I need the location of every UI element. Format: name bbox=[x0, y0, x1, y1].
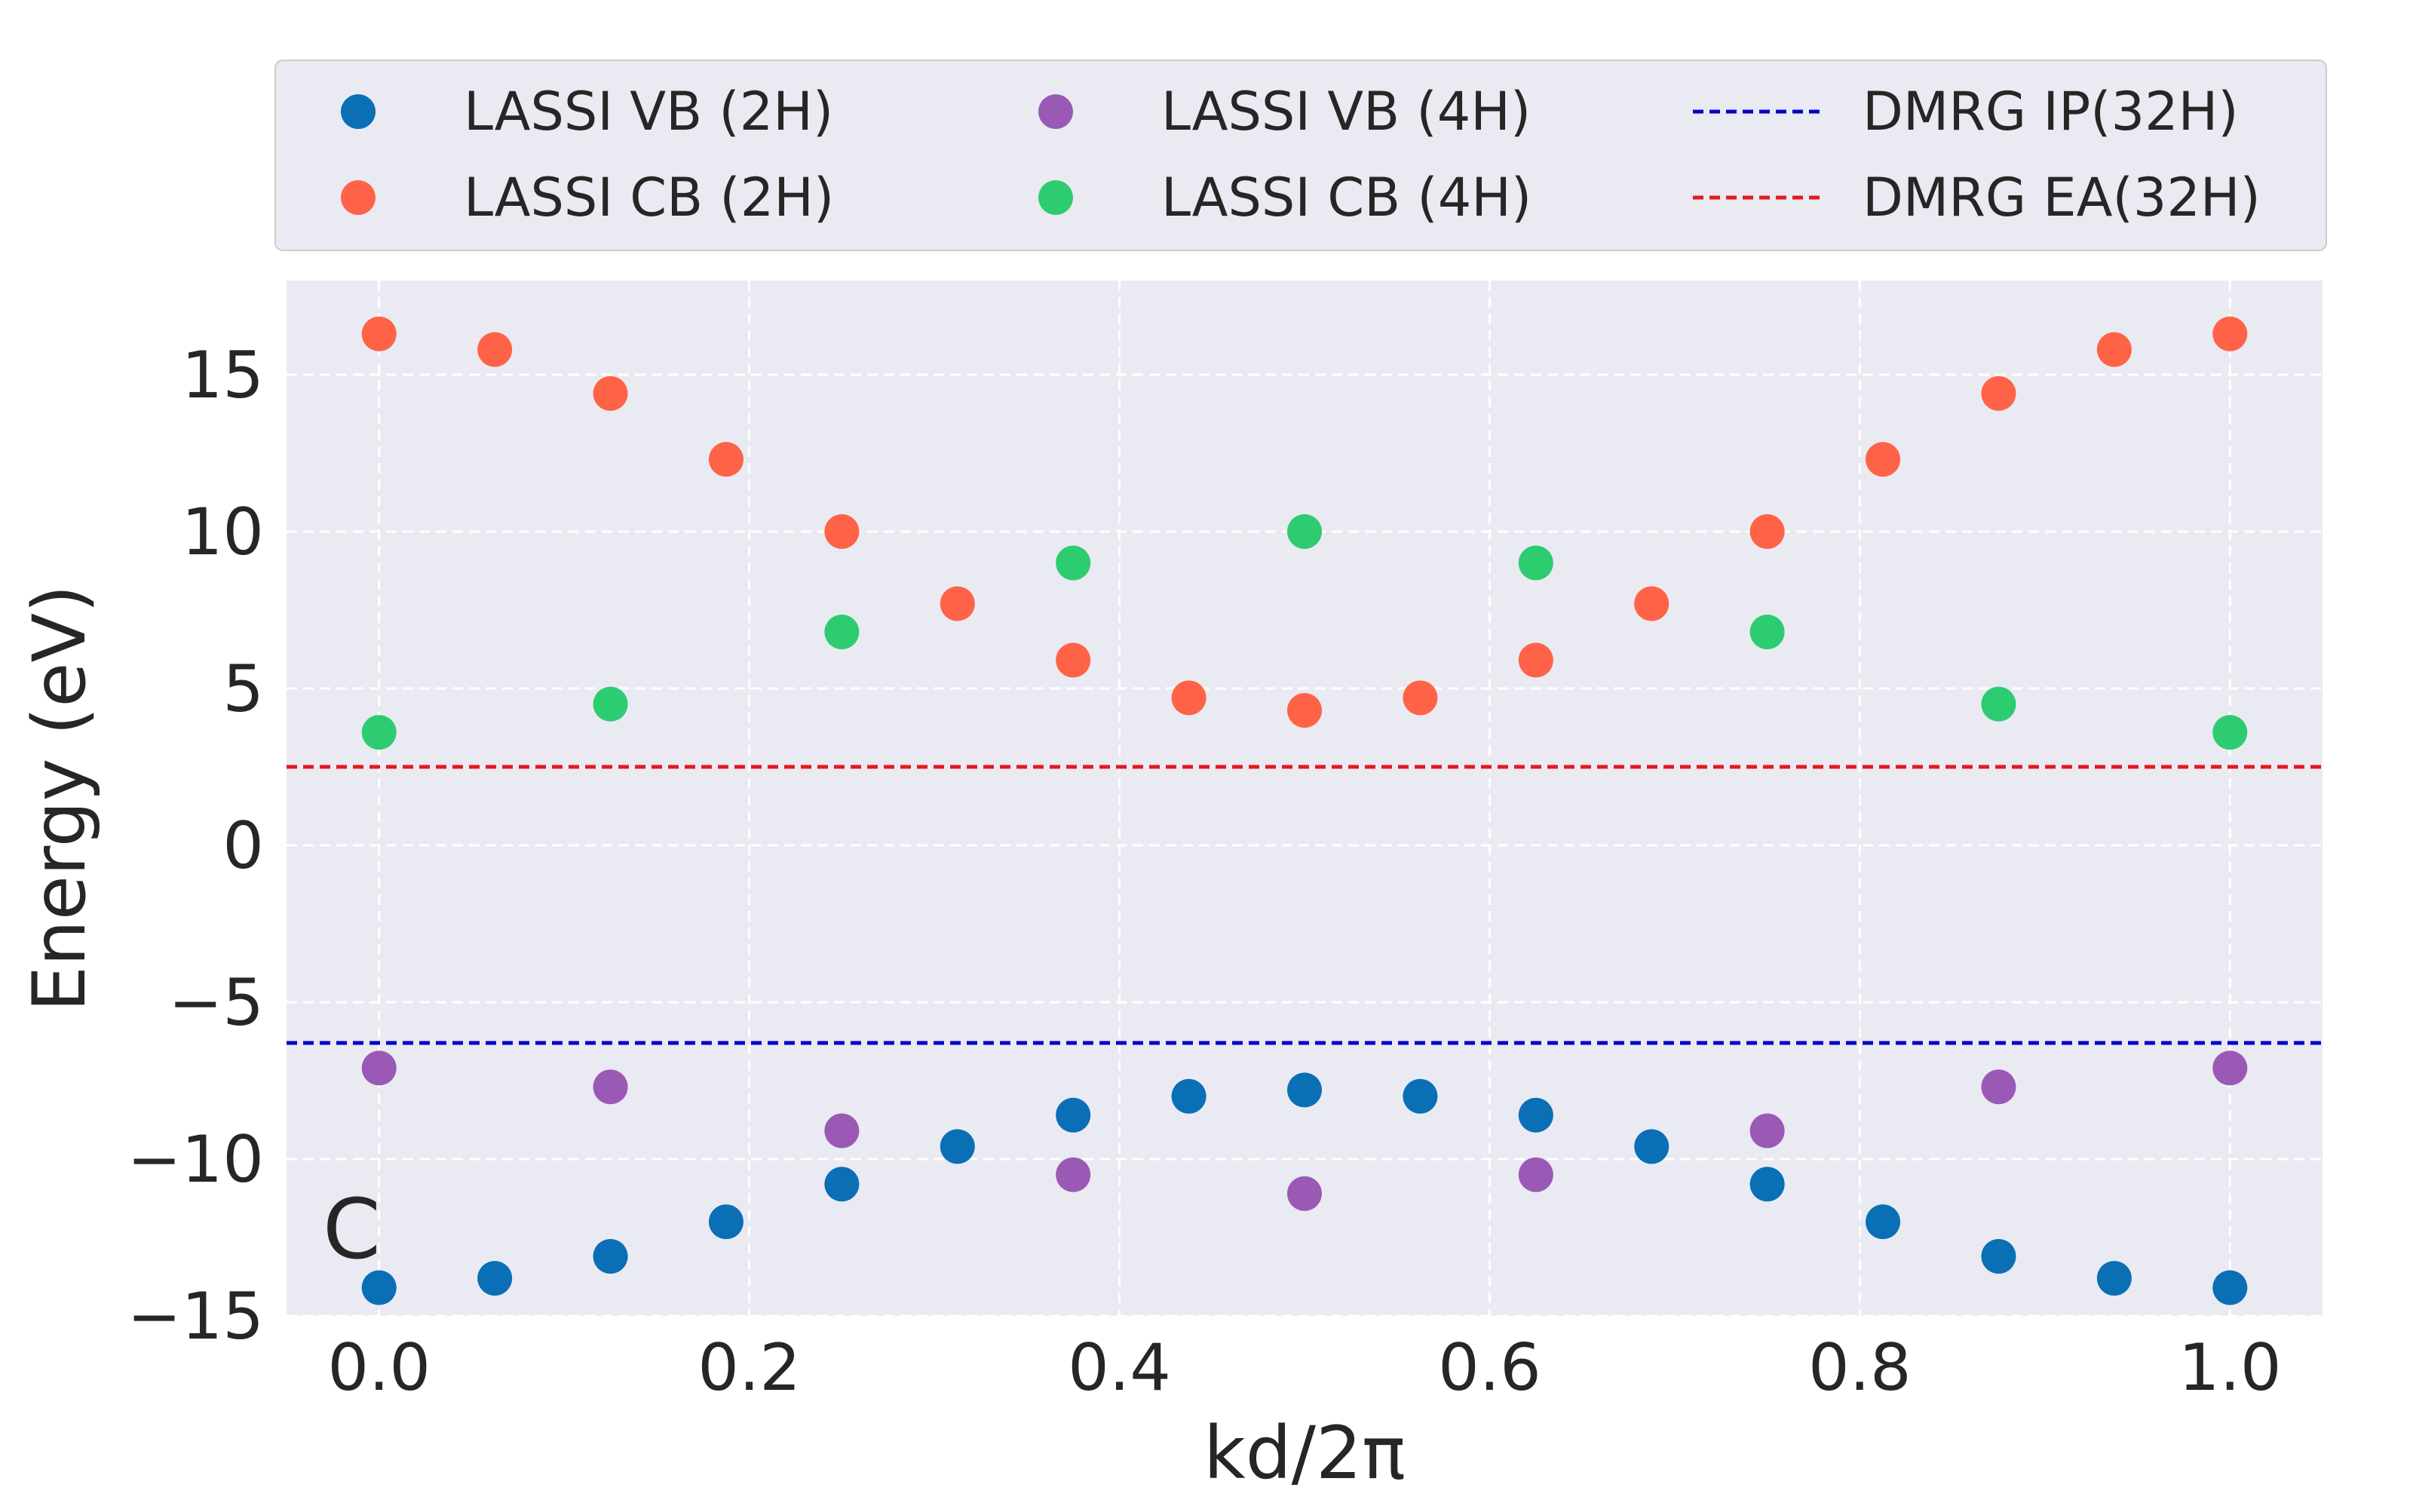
data-point bbox=[593, 1238, 628, 1274]
data-point bbox=[1981, 1069, 2016, 1105]
data-point bbox=[1518, 545, 1553, 581]
data-point bbox=[1518, 1097, 1553, 1133]
x-tick-label: 0.8 bbox=[1808, 1330, 1912, 1406]
data-point bbox=[1056, 1157, 1091, 1192]
data-point bbox=[2096, 332, 2132, 367]
grid bbox=[287, 281, 2323, 1317]
legend-entry-label: LASSI VB (2H) bbox=[464, 81, 833, 143]
legend-box bbox=[274, 60, 2327, 251]
data-point bbox=[824, 1167, 860, 1202]
data-point bbox=[1749, 1167, 1785, 1202]
y-tick-label: −10 bbox=[127, 1122, 265, 1198]
data-point bbox=[477, 1261, 513, 1296]
data-point bbox=[1171, 680, 1206, 716]
data-point bbox=[940, 586, 975, 621]
y-tick-label: 10 bbox=[182, 495, 264, 570]
data-point bbox=[1518, 643, 1553, 678]
data-point bbox=[1287, 514, 1322, 549]
y-tick-label: 5 bbox=[222, 652, 264, 727]
y-tick-label: −5 bbox=[168, 965, 264, 1041]
data-point bbox=[2212, 715, 2248, 750]
x-axis-label: kd/2π bbox=[1203, 1411, 1406, 1495]
data-point bbox=[824, 1113, 860, 1149]
legend-dot-marker bbox=[1038, 180, 1073, 215]
x-tick-label: 1.0 bbox=[2178, 1330, 2282, 1406]
data-point bbox=[824, 614, 860, 649]
data-point bbox=[361, 1270, 397, 1305]
data-point bbox=[1749, 614, 1785, 649]
data-point bbox=[1171, 1078, 1206, 1114]
legend: LASSI VB (2H) LASSI CB (2H) LASSI VB (4H) L… bbox=[274, 60, 2327, 251]
y-axis-label: Energy (eV) bbox=[17, 584, 102, 1011]
legend-dot-marker bbox=[1038, 94, 1073, 129]
legend-entry-label: DMRG EA(32H) bbox=[1863, 167, 2261, 228]
data-point bbox=[1287, 1072, 1322, 1108]
data-point bbox=[1287, 693, 1322, 728]
data-point bbox=[1749, 514, 1785, 549]
data-point bbox=[708, 1204, 744, 1240]
x-axis-ticks: 0.0 0.2 0.4 0.6 0.8 1.0 bbox=[327, 1330, 2281, 1406]
y-tick-label: −15 bbox=[127, 1279, 265, 1354]
data-point bbox=[1056, 643, 1091, 678]
reference-lines bbox=[287, 765, 2323, 1045]
data-point bbox=[824, 514, 860, 549]
legend-entry-label: LASSI VB (4H) bbox=[1161, 81, 1531, 143]
data-point bbox=[940, 1129, 975, 1164]
data-point bbox=[2212, 316, 2248, 351]
data-point bbox=[708, 442, 744, 477]
data-point bbox=[1634, 1129, 1669, 1164]
data-point bbox=[1518, 1157, 1553, 1192]
y-axis-ticks: −15 −10 −5 0 5 10 15 bbox=[127, 338, 265, 1354]
data-point bbox=[1749, 1113, 1785, 1149]
data-point bbox=[1981, 376, 2016, 411]
data-point bbox=[1056, 1097, 1091, 1133]
data-point bbox=[1403, 1078, 1438, 1114]
data-point bbox=[361, 1050, 397, 1086]
data-point bbox=[593, 1069, 628, 1105]
data-point bbox=[1056, 545, 1091, 581]
x-tick-label: 0.0 bbox=[327, 1330, 431, 1406]
data-point bbox=[593, 686, 628, 722]
data-points bbox=[361, 316, 2248, 1305]
data-point bbox=[2212, 1270, 2248, 1305]
data-point bbox=[1634, 586, 1669, 621]
data-point bbox=[2096, 1261, 2132, 1296]
legend-dot-marker bbox=[341, 94, 376, 129]
x-tick-label: 0.4 bbox=[1068, 1330, 1171, 1406]
x-tick-label: 0.2 bbox=[698, 1330, 801, 1406]
x-tick-label: 0.6 bbox=[1438, 1330, 1541, 1406]
panel-annotation: C bbox=[323, 1181, 381, 1277]
data-point bbox=[1981, 1238, 2016, 1274]
legend-entry-label: LASSI CB (4H) bbox=[1161, 167, 1532, 228]
data-point bbox=[1866, 442, 1901, 477]
y-tick-label: 15 bbox=[182, 338, 264, 413]
legend-entry-label: DMRG IP(32H) bbox=[1863, 81, 2239, 143]
data-point bbox=[1403, 680, 1438, 716]
legend-dot-marker bbox=[341, 180, 376, 215]
data-point bbox=[477, 332, 513, 367]
legend-entry-label: LASSI CB (2H) bbox=[464, 167, 834, 228]
data-point bbox=[1981, 686, 2016, 722]
plot-area-background bbox=[287, 281, 2323, 1316]
data-point bbox=[1866, 1204, 1901, 1240]
data-point bbox=[361, 715, 397, 750]
data-point bbox=[1287, 1176, 1322, 1211]
data-point bbox=[2212, 1050, 2248, 1086]
data-point bbox=[361, 316, 397, 351]
y-tick-label: 0 bbox=[222, 808, 264, 884]
data-point bbox=[593, 376, 628, 411]
